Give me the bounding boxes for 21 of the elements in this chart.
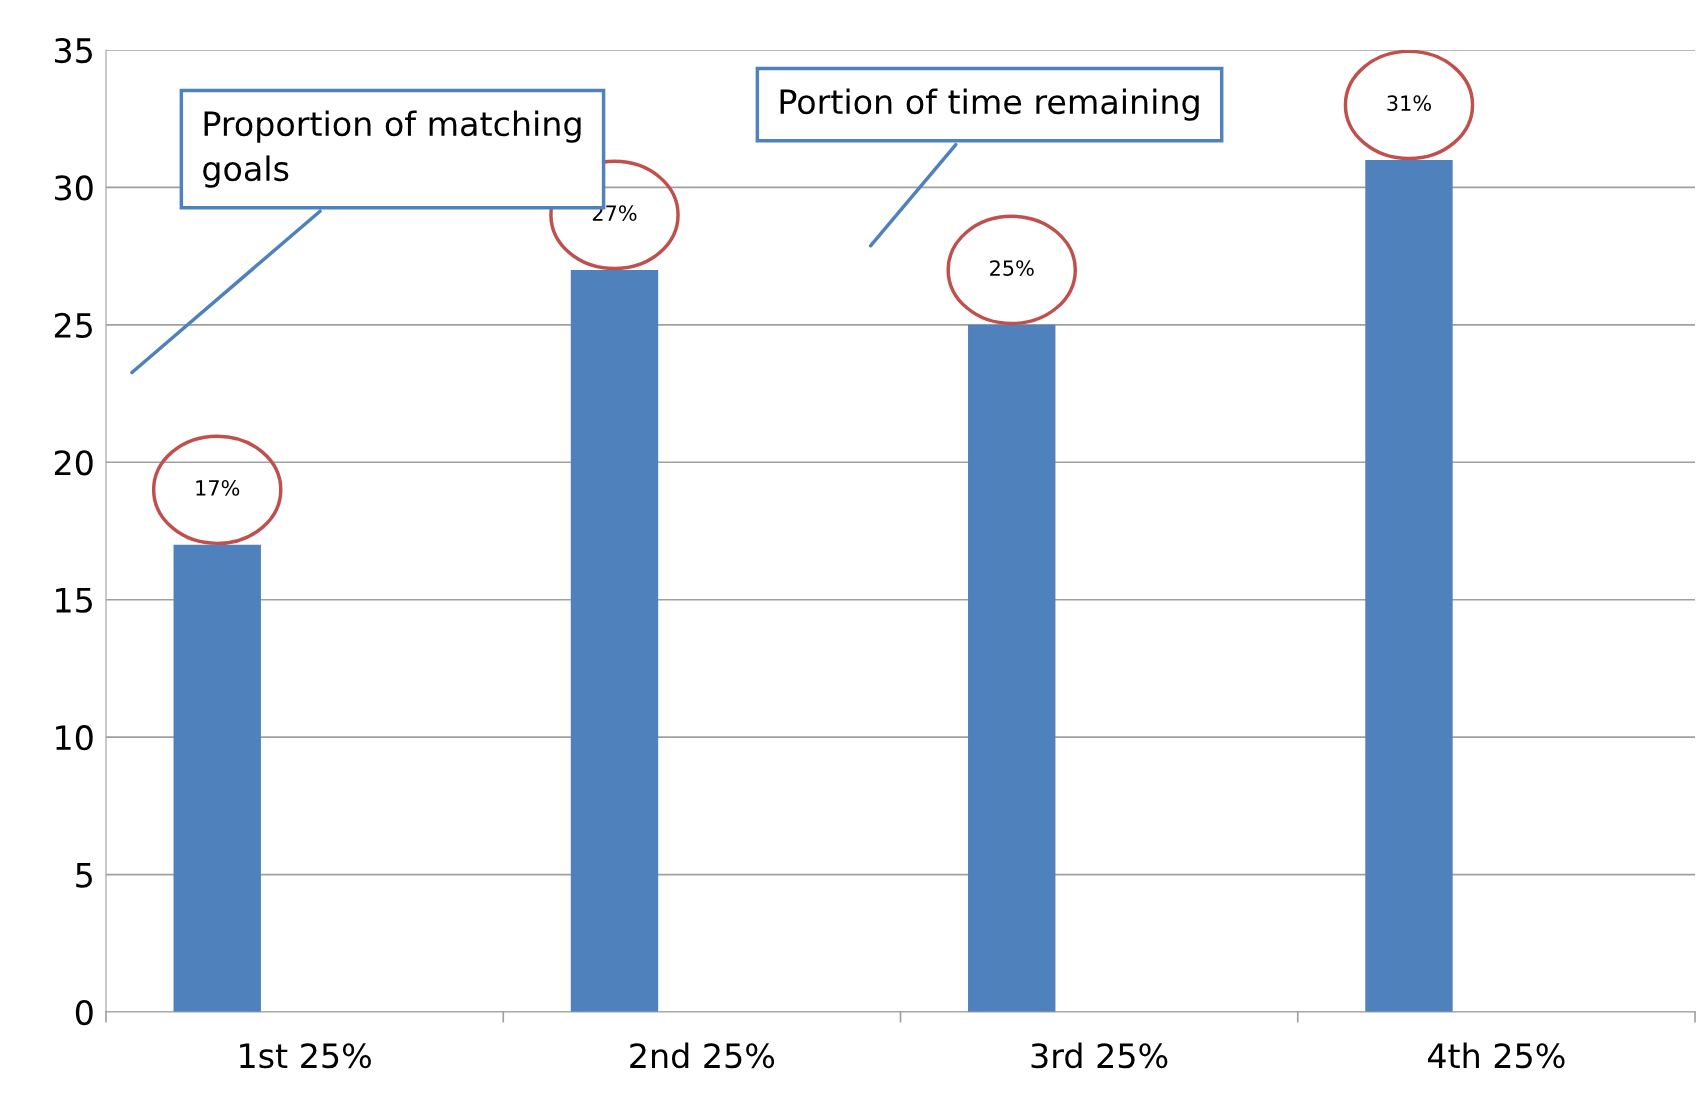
bar	[173, 544, 261, 1012]
bar	[968, 324, 1056, 1012]
y-tick-label: 5	[76, 862, 92, 888]
y-tick-label: 0	[75, 999, 93, 1026]
data-label: 17%	[196, 480, 240, 496]
annotation: Portion of time remaining	[780, 88, 1199, 121]
annotation: Proportion of matching goals	[203, 110, 581, 188]
bar	[1365, 159, 1453, 1012]
x-tick-label: 1st 25%	[240, 1043, 371, 1069]
y-tick-label: 15	[56, 588, 92, 613]
x-tick-label: 3rd 25%	[1031, 1042, 1168, 1069]
y-tick-label: 25	[54, 312, 92, 338]
y-tick-label: 30	[55, 175, 93, 201]
x-tick-label: 2nd 25%	[630, 1042, 775, 1069]
data-label: 25%	[990, 260, 1034, 276]
x-tick-label: 4th 25%	[1427, 1042, 1565, 1069]
y-tick-label: 35	[55, 37, 92, 64]
y-tick-label: 10	[56, 725, 93, 751]
bar	[570, 269, 659, 1012]
data-label: 31%	[1387, 95, 1431, 112]
y-tick-label: 20	[54, 450, 93, 476]
